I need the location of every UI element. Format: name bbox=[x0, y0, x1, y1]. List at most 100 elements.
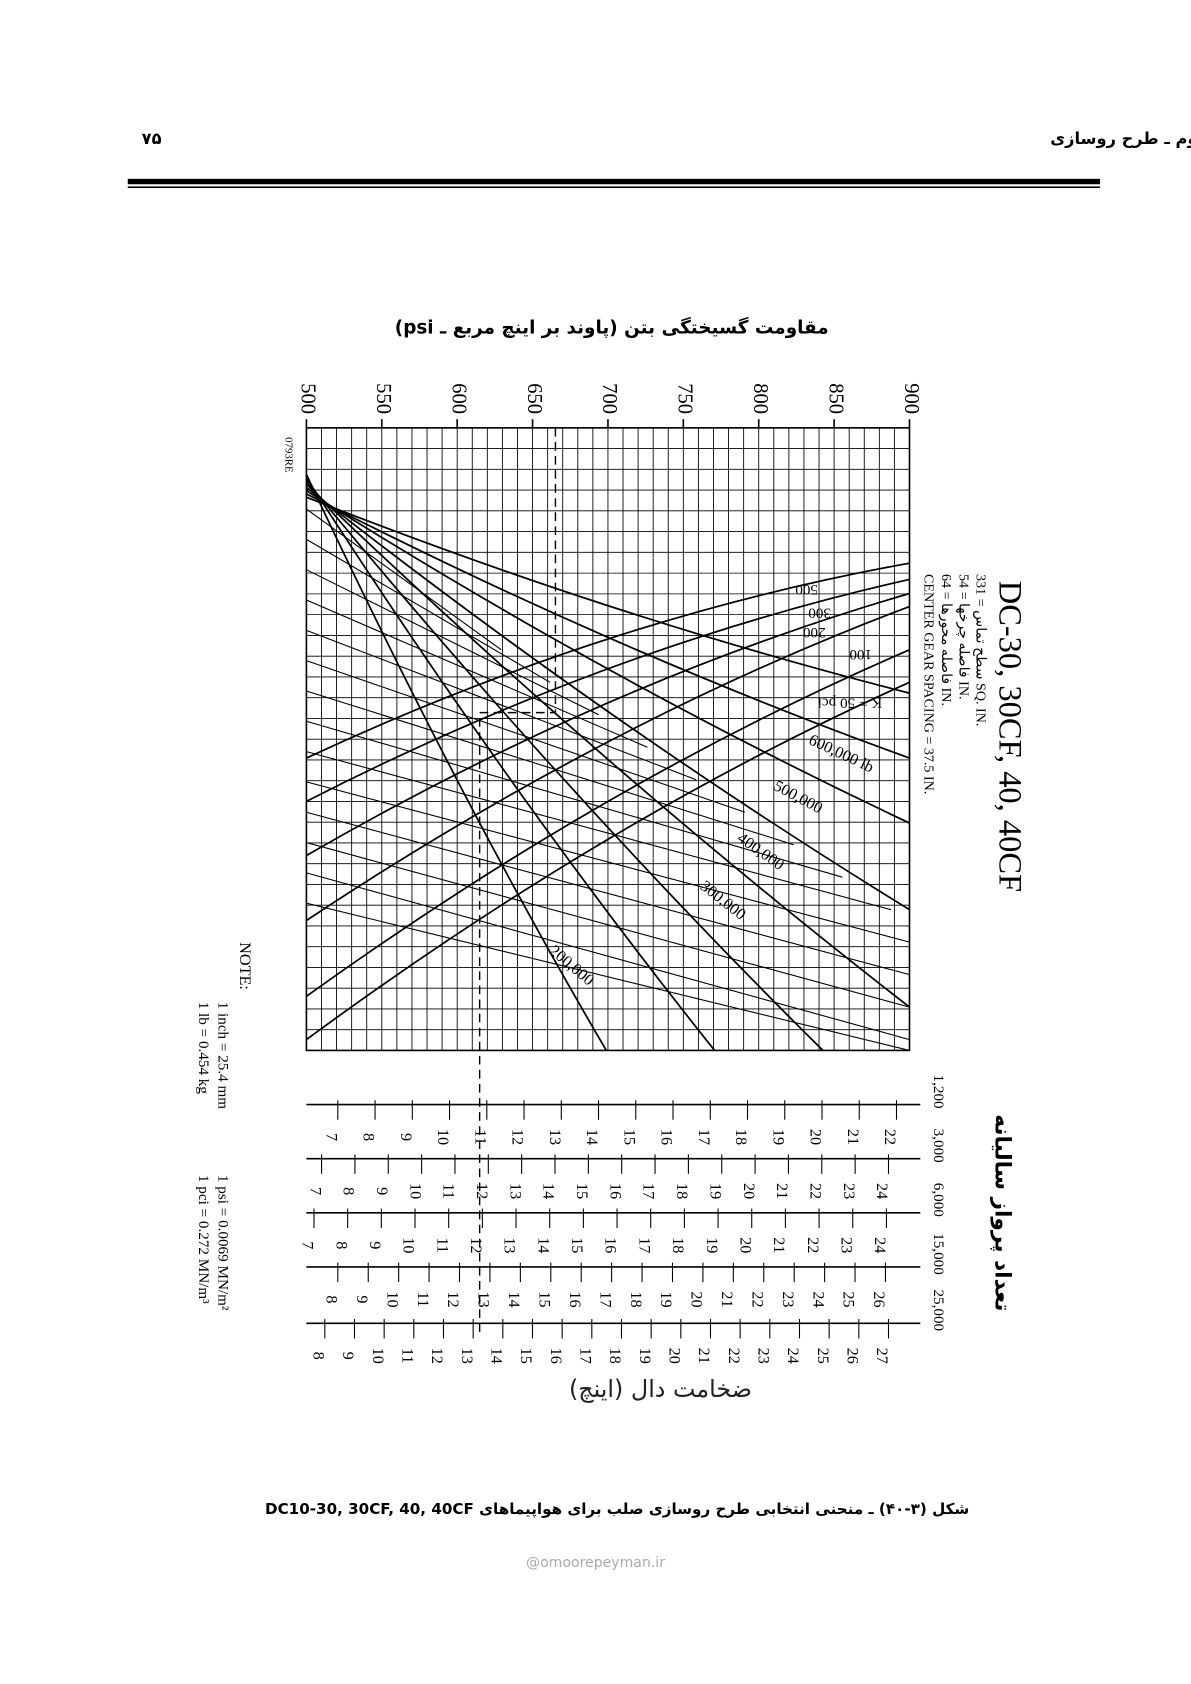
curve bbox=[305, 592, 910, 857]
scale-tick-label: 18 bbox=[732, 1129, 750, 1145]
axis-title: مقاومت گسیختگی بتن (پاوند بر اینچ مربع ـ… bbox=[395, 317, 829, 339]
scale-tick-label: 12 bbox=[509, 1129, 527, 1145]
scale-tick-label: 11 bbox=[433, 1237, 451, 1253]
caption: شکل (۳-۴۰) ـ منحنی انتخابی طرح روسازی صل… bbox=[265, 1500, 969, 1519]
scale-tick-label: 12 bbox=[473, 1183, 491, 1199]
scale-tick-label: 15 bbox=[535, 1291, 553, 1307]
scale-tick-label: 10 bbox=[434, 1129, 452, 1145]
scale-tick-label: 20 bbox=[666, 1348, 684, 1364]
scale-tick-label: 18 bbox=[627, 1291, 645, 1307]
scale-tick-label: 14 bbox=[505, 1291, 523, 1307]
scale-tick-label: 21 bbox=[770, 1237, 788, 1253]
curve bbox=[306, 660, 746, 813]
spec-line: فاصله چرخها = 54 IN. bbox=[955, 574, 971, 699]
scale-tick-label: 19 bbox=[703, 1237, 721, 1253]
curve bbox=[306, 751, 892, 911]
scale-tick-label: 19 bbox=[769, 1129, 787, 1145]
scale-tick-label: 8 bbox=[310, 1352, 328, 1360]
scale-tick-label: 12 bbox=[444, 1291, 462, 1307]
scale-tick-label: 11 bbox=[414, 1292, 432, 1308]
guide-line bbox=[478, 427, 557, 1332]
note-line: 1 inch = 25.4 mm bbox=[214, 1002, 231, 1110]
scale-tick-label: 9 bbox=[353, 1295, 371, 1303]
scale-tick-label: 14 bbox=[540, 1183, 558, 1199]
scale-tick-label: 14 bbox=[534, 1237, 552, 1253]
curve bbox=[306, 902, 910, 1051]
note-line: 1 psi = 0.0069 MN/m² bbox=[214, 1175, 231, 1311]
curve bbox=[306, 872, 910, 1041]
scale-tick-label: 20 bbox=[688, 1291, 706, 1307]
departures-title: تعداد پرواز سالیانه bbox=[990, 1114, 1015, 1311]
scale-tick-label: 9 bbox=[373, 1187, 391, 1195]
scale-tick-label: 25 bbox=[814, 1348, 832, 1364]
scale-tick-label: 19 bbox=[636, 1348, 654, 1364]
curve bbox=[306, 811, 910, 976]
scale-tick-label: 7 bbox=[322, 1133, 340, 1141]
scale-tick-label: 17 bbox=[640, 1183, 658, 1199]
scale-tick-label: 18 bbox=[673, 1183, 691, 1199]
curve bbox=[305, 681, 910, 1041]
scale-tick-label: 10 bbox=[400, 1237, 418, 1253]
curve bbox=[306, 690, 794, 846]
curve bbox=[305, 483, 911, 1008]
psi-tick-label: 750 bbox=[674, 383, 696, 414]
psi-tick-label: 700 bbox=[598, 383, 620, 414]
scale-tick-label: 12 bbox=[467, 1237, 485, 1253]
scale-tick-label: 13 bbox=[475, 1291, 493, 1307]
curve bbox=[306, 629, 697, 781]
scale-tick-label: 14 bbox=[583, 1129, 601, 1145]
scale-tick-label: 8 bbox=[332, 1241, 350, 1249]
scale-tick-label: 21 bbox=[773, 1183, 791, 1199]
curve bbox=[306, 496, 910, 694]
scale-tick-label: 13 bbox=[506, 1183, 524, 1199]
load-label: 200,000 bbox=[546, 942, 598, 990]
scale-tick-label: 7 bbox=[299, 1241, 317, 1249]
curve bbox=[306, 508, 502, 651]
scale-tick-label: 8 bbox=[322, 1295, 340, 1303]
scale-tick-label: 17 bbox=[577, 1348, 595, 1364]
psi-tick-label: 900 bbox=[900, 383, 922, 414]
scale-tick-label: 8 bbox=[360, 1133, 378, 1141]
note-line: 1 pci = 0.272 MN/m³ bbox=[195, 1175, 212, 1304]
curve bbox=[306, 842, 910, 1008]
psi-tick-label: 800 bbox=[749, 383, 771, 414]
code: 0793RE bbox=[283, 437, 295, 473]
scale-tick-label: 15 bbox=[568, 1237, 586, 1253]
scale-tick-label: 8 bbox=[340, 1187, 358, 1195]
scale-label: 25,000 bbox=[930, 1289, 947, 1331]
curve bbox=[306, 493, 910, 759]
scale-tick-label: 21 bbox=[844, 1129, 862, 1145]
scale-tick-label: 17 bbox=[596, 1291, 614, 1307]
note-line: 1 lb = 0.454 kg bbox=[195, 1002, 212, 1095]
scale-tick-label: 11 bbox=[440, 1183, 458, 1199]
watermark: @omoorepeyman.ir bbox=[526, 1555, 665, 1571]
scale-tick-label: 11 bbox=[399, 1348, 417, 1364]
k-label: 200 bbox=[803, 624, 826, 641]
header-rule bbox=[127, 178, 1101, 185]
chapter-title: فصل سوم ـ طرح روسازی bbox=[1050, 129, 1191, 148]
scale-tick-label: 16 bbox=[566, 1291, 584, 1307]
curve bbox=[305, 486, 910, 911]
psi-tick-label: 650 bbox=[523, 383, 545, 414]
scale-tick-label: 16 bbox=[547, 1348, 565, 1364]
scale-tick-label: 25 bbox=[840, 1291, 858, 1307]
note-title: NOTE: bbox=[236, 942, 254, 990]
scale-tick-label: 12 bbox=[428, 1348, 446, 1364]
scale-label: 6,000 bbox=[930, 1183, 947, 1217]
scale-tick-label: 27 bbox=[873, 1348, 891, 1364]
scale-tick-label: 19 bbox=[706, 1183, 724, 1199]
scale-tick-label: 17 bbox=[695, 1129, 713, 1145]
scale-tick-label: 20 bbox=[740, 1183, 758, 1199]
scale-tick-label: 13 bbox=[546, 1129, 564, 1145]
scale-tick-label: 21 bbox=[695, 1348, 713, 1364]
scale-tick-label: 19 bbox=[657, 1291, 675, 1307]
scale-tick-label: 24 bbox=[784, 1348, 802, 1364]
scale-tick-label: 9 bbox=[339, 1352, 357, 1360]
psi-tick-label: 500 bbox=[297, 383, 319, 414]
curve bbox=[306, 781, 910, 943]
psi-tick-label: 850 bbox=[824, 383, 846, 414]
scale-label: 3,000 bbox=[930, 1129, 947, 1163]
scale-tick-label: 16 bbox=[602, 1237, 620, 1253]
